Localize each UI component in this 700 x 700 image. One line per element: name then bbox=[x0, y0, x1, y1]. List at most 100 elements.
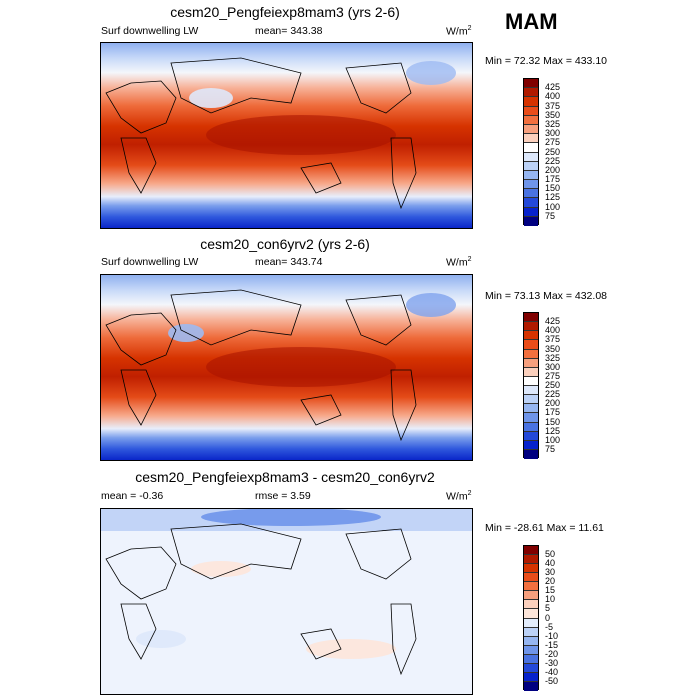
colorbar-tick-label: 10 bbox=[545, 594, 556, 605]
colorbar-tick-label: 325 bbox=[545, 118, 561, 129]
colorbar-segment bbox=[524, 663, 538, 673]
colorbar-tick-label: -10 bbox=[545, 630, 559, 641]
colorbar-segment bbox=[524, 422, 538, 432]
colorbar-segment bbox=[524, 313, 538, 323]
colorbar-segment bbox=[524, 404, 538, 414]
colorbar-tick-label: 150 bbox=[545, 183, 561, 194]
colorbar-tick-label: -50 bbox=[545, 675, 559, 686]
panel-2-minmax: Min = 73.13 Max = 432.08 bbox=[485, 290, 607, 302]
colorbar-tick-label: 125 bbox=[545, 192, 561, 203]
colorbar-segment bbox=[524, 106, 538, 116]
colorbar-segment bbox=[524, 582, 538, 592]
colorbar-segment bbox=[524, 115, 538, 125]
colorbar-segment bbox=[524, 340, 538, 350]
colorbar-tick-label: 250 bbox=[545, 146, 561, 157]
colorbar-tick-label: 15 bbox=[545, 585, 556, 596]
colorbar-tick-label: 125 bbox=[545, 425, 561, 436]
colorbar-segment bbox=[524, 349, 538, 359]
colorbar-tick-label: -15 bbox=[545, 639, 559, 650]
colorbar-tick-label: 20 bbox=[545, 576, 556, 587]
colorbar-segment bbox=[524, 161, 538, 171]
colorbar-segment bbox=[524, 672, 538, 682]
colorbar-segment bbox=[524, 216, 538, 226]
colorbar-segment bbox=[524, 79, 538, 89]
colorbar-segment bbox=[524, 124, 538, 135]
colorbar-segment bbox=[524, 564, 538, 574]
colorbar-tick-label: 300 bbox=[545, 128, 561, 139]
panel-3-map bbox=[100, 508, 473, 695]
colorbar-tick-label: 350 bbox=[545, 343, 561, 354]
colorbar-segment bbox=[524, 681, 538, 691]
colorbar-tick-label: -40 bbox=[545, 666, 559, 677]
colorbar-tick-label: 50 bbox=[545, 549, 556, 560]
colorbar-tick-label: 400 bbox=[545, 325, 561, 336]
colorbar-segment bbox=[524, 636, 538, 646]
colorbar-tick-label: 100 bbox=[545, 201, 561, 212]
panel-1-minmax: Min = 72.32 Max = 433.10 bbox=[485, 55, 607, 67]
panel-2-map-svg bbox=[101, 275, 472, 460]
colorbar-segment bbox=[524, 609, 538, 619]
colorbar-tick-label: 175 bbox=[545, 407, 561, 418]
colorbar-segment bbox=[524, 440, 538, 450]
colorbar-tick-label: 100 bbox=[545, 434, 561, 445]
panel-1-title: cesm20_Pengfeiexp8mam3 (yrs 2-6) bbox=[170, 4, 400, 20]
panel-1-mean-label: mean= 343.38 bbox=[255, 25, 323, 37]
panel-3-map-svg bbox=[101, 509, 472, 694]
colorbar-tick-label: -30 bbox=[545, 657, 559, 668]
panel-3-title: cesm20_Pengfeiexp8mam3 - cesm20_con6yrv2 bbox=[135, 469, 435, 485]
colorbar-tick-label: 275 bbox=[545, 137, 561, 148]
colorbar-segment bbox=[524, 555, 538, 565]
colorbar-tick-label: 425 bbox=[545, 82, 561, 93]
panel-1-colorbar bbox=[523, 78, 539, 226]
panel-3-mean-label: mean = -0.36 bbox=[101, 490, 164, 502]
colorbar-segment bbox=[524, 591, 538, 601]
panel-2-mean-label: mean= 343.74 bbox=[255, 256, 323, 268]
panel-1-variable-label: Surf downwelling LW bbox=[101, 25, 199, 37]
panel-2-units: W/m2 bbox=[446, 256, 472, 269]
panel-1-units: W/m2 bbox=[446, 25, 472, 38]
colorbar-segment bbox=[524, 618, 538, 628]
colorbar-segment bbox=[524, 395, 538, 405]
colorbar-segment bbox=[524, 358, 538, 368]
colorbar-tick-label: 325 bbox=[545, 352, 561, 363]
colorbar-segment bbox=[524, 386, 538, 396]
colorbar-tick-label: 300 bbox=[545, 361, 561, 372]
panel-1-map bbox=[100, 42, 473, 229]
panel-3-minmax: Min = -28.61 Max = 11.61 bbox=[485, 522, 604, 534]
colorbar-tick-label: 200 bbox=[545, 398, 561, 409]
panel-1-map-svg bbox=[101, 43, 472, 228]
colorbar-segment bbox=[524, 207, 538, 217]
panel-3-rmse-label: rmse = 3.59 bbox=[255, 490, 311, 502]
colorbar-tick-label: 350 bbox=[545, 109, 561, 120]
panel-3-colorbar bbox=[523, 545, 539, 691]
colorbar-segment bbox=[524, 367, 538, 377]
colorbar-segment bbox=[524, 573, 538, 583]
colorbar-tick-label: 250 bbox=[545, 380, 561, 390]
colorbar-segment bbox=[524, 645, 538, 655]
colorbar-tick-label: 275 bbox=[545, 370, 561, 381]
colorbar-segment bbox=[524, 88, 538, 98]
colorbar-segment bbox=[524, 654, 538, 664]
colorbar-tick-label: 425 bbox=[545, 316, 561, 327]
colorbar-tick-label: 5 bbox=[545, 603, 551, 614]
colorbar-segment bbox=[524, 180, 538, 190]
colorbar-tick-label: 40 bbox=[545, 558, 556, 569]
colorbar-segment bbox=[524, 546, 538, 556]
colorbar-segment bbox=[524, 322, 538, 332]
colorbar-tick-label: 175 bbox=[545, 174, 561, 185]
panel-3-units: W/m2 bbox=[446, 490, 472, 503]
colorbar-segment bbox=[524, 198, 538, 208]
colorbar-tick-label: 150 bbox=[545, 416, 561, 427]
colorbar-segment bbox=[524, 449, 538, 459]
colorbar-tick-label: -5 bbox=[545, 621, 554, 632]
colorbar-tick-label: 375 bbox=[545, 334, 561, 345]
panel-2-map bbox=[100, 274, 473, 461]
colorbar-tick-label: 0 bbox=[545, 612, 551, 623]
colorbar-segment bbox=[524, 376, 538, 386]
colorbar-segment bbox=[524, 413, 538, 423]
colorbar-segment bbox=[524, 97, 538, 107]
colorbar-segment bbox=[524, 143, 538, 153]
colorbar-segment bbox=[524, 331, 538, 341]
colorbar-segment bbox=[524, 627, 538, 637]
colorbar-tick-label: 375 bbox=[545, 100, 561, 111]
